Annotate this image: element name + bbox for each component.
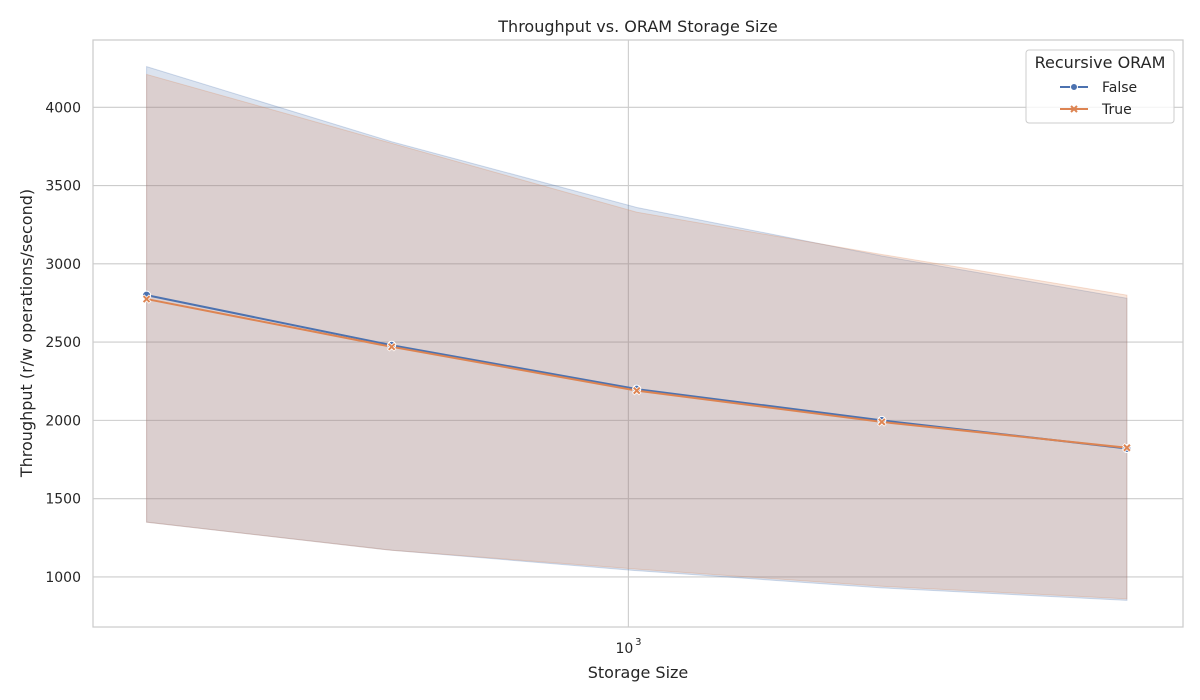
x-tick-exponent: 3 bbox=[635, 637, 641, 648]
confidence-band-false bbox=[146, 65, 1128, 601]
grid bbox=[93, 40, 1183, 627]
chart-title: Throughput vs. ORAM Storage Size bbox=[497, 17, 777, 36]
y-tick-label: 3500 bbox=[45, 179, 81, 195]
plot-frame bbox=[92, 39, 1184, 628]
y-tick-label: 1500 bbox=[45, 492, 81, 508]
marker-stroke bbox=[387, 343, 396, 351]
legend-title: Recursive ORAM bbox=[1035, 53, 1166, 72]
y-tick-label: 3000 bbox=[45, 257, 81, 273]
y-tick-label: 2500 bbox=[45, 335, 81, 351]
x-tick-label: 10 bbox=[615, 641, 633, 657]
marker-stroke bbox=[142, 295, 151, 303]
x-axis-ticks: 10 3 bbox=[615, 637, 641, 657]
data-point bbox=[877, 417, 887, 427]
legend-label: True bbox=[1101, 102, 1132, 118]
y-axis-label: Throughput (r/w operations/second) bbox=[17, 189, 36, 478]
legend-swatch-marker bbox=[1070, 83, 1078, 91]
legend-item-true: True bbox=[1060, 102, 1132, 118]
y-tick-label: 1000 bbox=[45, 570, 81, 586]
legend-swatch-marker bbox=[1070, 105, 1078, 113]
legend-box bbox=[1025, 49, 1175, 124]
y-axis-ticks: 1000 1500 2000 2500 3000 3500 4000 bbox=[45, 100, 81, 586]
legend: Recursive ORAM False True bbox=[1025, 49, 1175, 124]
series-markers bbox=[141, 290, 1132, 454]
marker-stroke bbox=[1123, 444, 1131, 452]
legend-label: False bbox=[1102, 80, 1137, 96]
marker-stroke bbox=[633, 386, 641, 395]
data-point bbox=[1122, 443, 1132, 453]
confidence-bands bbox=[146, 65, 1128, 601]
y-tick-label: 4000 bbox=[45, 100, 81, 116]
data-point bbox=[632, 385, 642, 396]
marker-stroke bbox=[878, 418, 886, 426]
data-point bbox=[141, 294, 152, 304]
y-tick-label: 2000 bbox=[45, 413, 81, 429]
data-point bbox=[386, 342, 397, 352]
confidence-band-true bbox=[146, 73, 1128, 600]
x-axis-label: Storage Size bbox=[588, 663, 689, 682]
legend-item-false: False bbox=[1060, 80, 1137, 96]
